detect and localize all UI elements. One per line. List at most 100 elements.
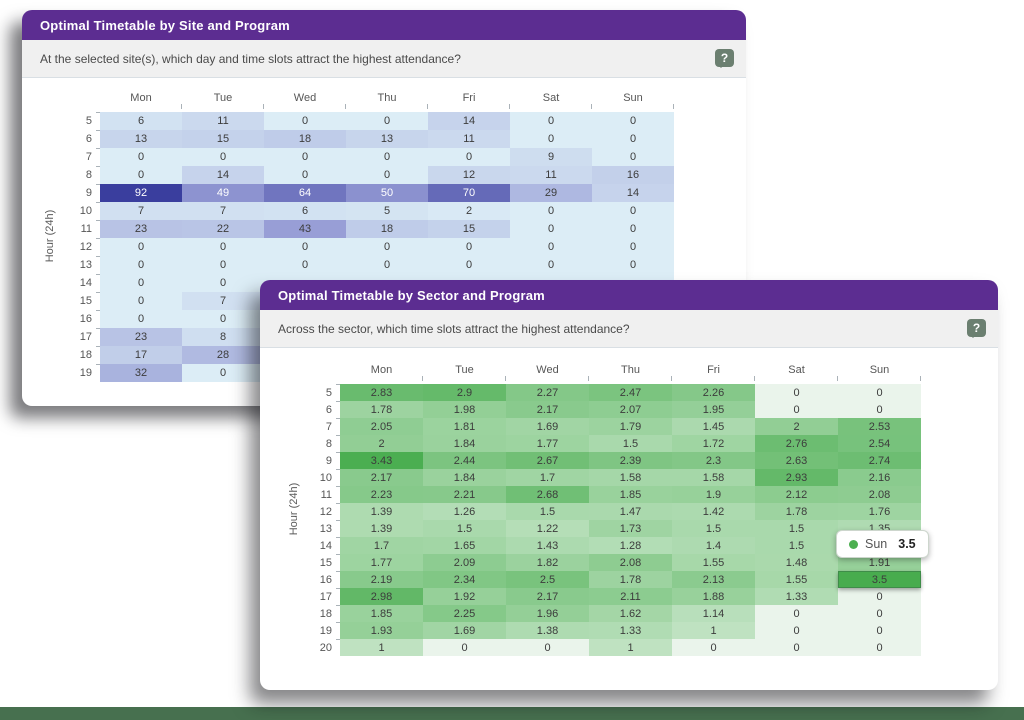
heatmap-cell[interactable]: 13	[100, 130, 182, 148]
heatmap-cell[interactable]: 0	[755, 401, 838, 418]
heatmap-cell[interactable]: 0	[755, 605, 838, 622]
heatmap-cell[interactable]: 1.93	[340, 622, 423, 639]
heatmap-cell[interactable]: 2.13	[672, 571, 755, 588]
heatmap-cell[interactable]: 1.47	[589, 503, 672, 520]
heatmap-cell[interactable]: 28	[182, 346, 264, 364]
heatmap-cell[interactable]: 1.92	[423, 588, 506, 605]
heatmap-cell[interactable]: 0	[182, 274, 264, 292]
heatmap-cell[interactable]: 0	[838, 588, 921, 605]
help-icon[interactable]: ?	[715, 49, 734, 68]
heatmap-cell[interactable]: 2.68	[506, 486, 589, 503]
heatmap-cell[interactable]: 0	[100, 148, 182, 166]
heatmap-cell[interactable]: 0	[510, 220, 592, 238]
heatmap-cell[interactable]: 14	[182, 166, 264, 184]
heatmap-cell[interactable]: 1.78	[340, 401, 423, 418]
heatmap-cell[interactable]: 0	[510, 130, 592, 148]
heatmap-cell[interactable]: 2.9	[423, 384, 506, 401]
heatmap-cell[interactable]: 0	[755, 384, 838, 401]
heatmap-cell[interactable]: 0	[510, 238, 592, 256]
heatmap-cell[interactable]: 0	[100, 292, 182, 310]
heatmap-cell[interactable]: 1.33	[755, 588, 838, 605]
heatmap-cell[interactable]: 2	[340, 435, 423, 452]
heatmap-cell[interactable]: 1.14	[672, 605, 755, 622]
heatmap-cell[interactable]: 2.17	[506, 401, 589, 418]
heatmap-cell[interactable]: 2.3	[672, 452, 755, 469]
heatmap-cell[interactable]: 2.34	[423, 571, 506, 588]
heatmap-cell[interactable]: 11	[428, 130, 510, 148]
heatmap-cell[interactable]: 1.5	[423, 520, 506, 537]
heatmap-cell[interactable]: 1.69	[506, 418, 589, 435]
heatmap-cell[interactable]: 2.74	[838, 452, 921, 469]
heatmap-cell[interactable]: 1.84	[423, 435, 506, 452]
heatmap-cell[interactable]: 22	[182, 220, 264, 238]
heatmap-cell[interactable]: 1.85	[589, 486, 672, 503]
heatmap-cell[interactable]: 2.53	[838, 418, 921, 435]
heatmap-cell[interactable]: 0	[346, 256, 428, 274]
heatmap-cell[interactable]: 2.21	[423, 486, 506, 503]
heatmap-cell[interactable]: 0	[428, 148, 510, 166]
heatmap-cell[interactable]: 1.81	[423, 418, 506, 435]
heatmap-cell[interactable]: 1.5	[755, 537, 838, 554]
heatmap-cell[interactable]: 8	[182, 328, 264, 346]
heatmap-cell[interactable]: 14	[428, 112, 510, 130]
heatmap-cell[interactable]: 18	[346, 220, 428, 238]
heatmap-cell[interactable]: 1.58	[672, 469, 755, 486]
heatmap-cell[interactable]: 1.5	[589, 435, 672, 452]
heatmap-cell[interactable]: 0	[264, 166, 346, 184]
heatmap-cell[interactable]: 11	[182, 112, 264, 130]
heatmap-cell[interactable]: 2.08	[838, 486, 921, 503]
heatmap-cell[interactable]: 2.17	[340, 469, 423, 486]
heatmap-cell[interactable]: 0	[506, 639, 589, 656]
heatmap-cell[interactable]: 6	[100, 112, 182, 130]
heatmap-cell[interactable]: 1.22	[506, 520, 589, 537]
heatmap-cell[interactable]: 2.23	[340, 486, 423, 503]
heatmap-cell[interactable]: 0	[182, 310, 264, 328]
heatmap-cell[interactable]: 0	[100, 310, 182, 328]
heatmap-cell[interactable]: 6	[264, 202, 346, 220]
heatmap-cell[interactable]: 7	[182, 292, 264, 310]
heatmap-cell[interactable]: 2.93	[755, 469, 838, 486]
heatmap-cell[interactable]: 0	[838, 384, 921, 401]
heatmap-cell[interactable]: 3.43	[340, 452, 423, 469]
heatmap-cell[interactable]: 9	[510, 148, 592, 166]
heatmap-cell[interactable]: 1.79	[589, 418, 672, 435]
heatmap-cell[interactable]: 0	[672, 639, 755, 656]
heatmap-cell[interactable]: 2.26	[672, 384, 755, 401]
heatmap-cell[interactable]: 7	[182, 202, 264, 220]
heatmap-cell[interactable]: 2.16	[838, 469, 921, 486]
heatmap-cell[interactable]: 1.7	[340, 537, 423, 554]
heatmap-cell[interactable]: 17	[100, 346, 182, 364]
heatmap-cell[interactable]: 0	[182, 148, 264, 166]
heatmap-cell[interactable]: 23	[100, 220, 182, 238]
heatmap-cell[interactable]: 0	[182, 256, 264, 274]
heatmap-cell[interactable]: 0	[592, 148, 674, 166]
heatmap-cell[interactable]: 43	[264, 220, 346, 238]
heatmap-cell[interactable]: 0	[755, 622, 838, 639]
heatmap-cell[interactable]: 1.39	[340, 503, 423, 520]
heatmap-cell[interactable]: 0	[100, 274, 182, 292]
heatmap-cell[interactable]: 1.5	[506, 503, 589, 520]
heatmap-cell[interactable]: 0	[264, 238, 346, 256]
heatmap-cell[interactable]: 2.67	[506, 452, 589, 469]
heatmap-cell[interactable]: 0	[346, 148, 428, 166]
heatmap-cell[interactable]: 1.85	[340, 605, 423, 622]
heatmap-cell[interactable]: 1.69	[423, 622, 506, 639]
heatmap-cell[interactable]: 0	[264, 112, 346, 130]
heatmap-cell[interactable]: 0	[423, 639, 506, 656]
heatmap-cell[interactable]: 1.62	[589, 605, 672, 622]
heatmap-cell[interactable]: 32	[100, 364, 182, 382]
heatmap-cell[interactable]: 5	[346, 202, 428, 220]
heatmap-cell[interactable]: 0	[592, 112, 674, 130]
heatmap-cell[interactable]: 1.42	[672, 503, 755, 520]
heatmap-cell[interactable]: 1.96	[506, 605, 589, 622]
heatmap-cell[interactable]: 2.19	[340, 571, 423, 588]
heatmap-cell[interactable]: 2.07	[589, 401, 672, 418]
heatmap-cell[interactable]: 13	[346, 130, 428, 148]
heatmap-cell[interactable]: 1.73	[589, 520, 672, 537]
heatmap-cell[interactable]: 2.98	[340, 588, 423, 605]
heatmap-cell[interactable]: 1.77	[340, 554, 423, 571]
heatmap-cell[interactable]: 0	[838, 605, 921, 622]
heatmap-cell[interactable]: 2	[428, 202, 510, 220]
heatmap-cell[interactable]: 2.09	[423, 554, 506, 571]
heatmap-cell[interactable]: 29	[510, 184, 592, 202]
